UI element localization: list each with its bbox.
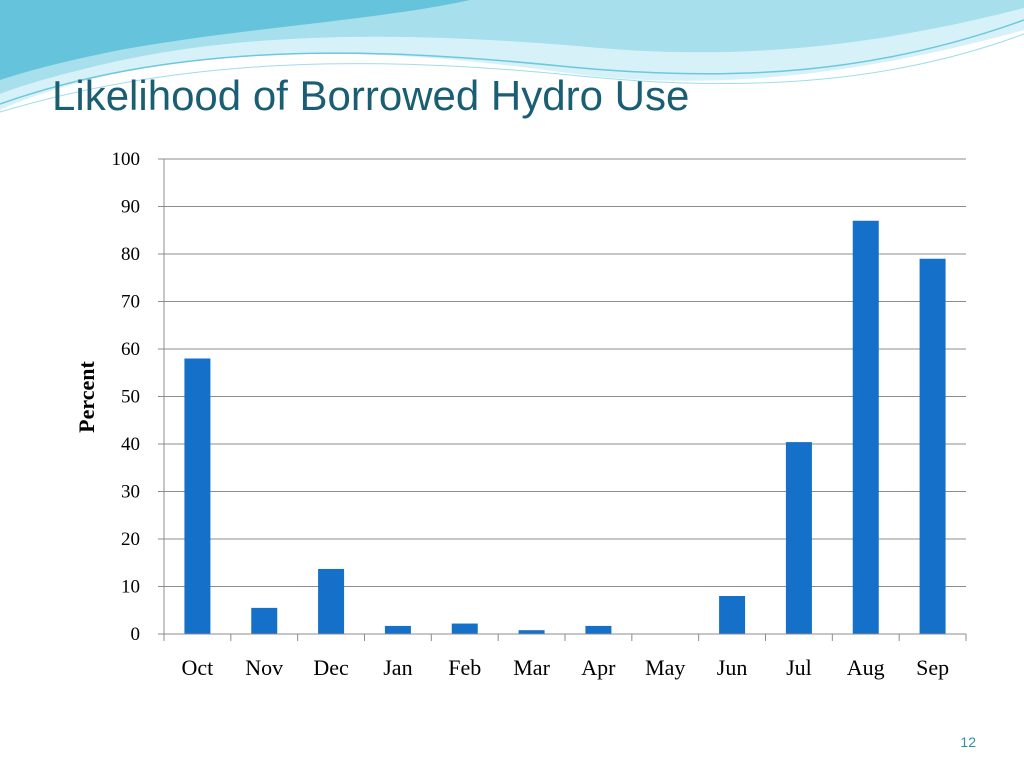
x-tick-label: Jan [383,655,412,680]
decorative-wave-header [0,0,1024,113]
x-tick-label: Sep [916,655,949,680]
bars [184,220,946,634]
y-tick-label: 60 [121,339,140,360]
bar-jul [785,442,812,634]
x-tick-label: Nov [245,655,283,680]
y-axis-label: Percent [74,361,99,433]
bar-mar [518,630,545,634]
x-tick-label: Apr [581,655,616,680]
x-tick-label: Jul [786,655,812,680]
y-tick-label: 70 [121,292,140,313]
y-tick-label: 50 [121,387,140,408]
page-number: 12 [960,734,976,750]
bar-sep [919,258,946,634]
y-tick-labels: 0 10 20 30 40 50 60 70 80 90 100 [112,149,141,645]
bar-jan [384,625,411,634]
x-tick-labels: Oct Nov Dec Jan Feb Mar Apr May Jun Jul Aug Sep [182,655,950,680]
bar-dec [318,568,345,634]
bar-apr [585,625,612,634]
gridlines [164,158,966,587]
y-tick-label: 90 [121,197,140,218]
y-tick-label: 10 [121,577,140,598]
bar-oct [184,358,211,634]
y-tick-label: 30 [121,482,140,503]
x-tick-label: Dec [313,655,349,680]
y-tick-label: 40 [121,434,140,455]
wave-line-1 [0,19,1024,105]
y-tick-label: 80 [121,244,140,265]
slide-title: Likelihood of Borrowed Hydro Use [52,72,690,119]
y-tick-label: 0 [131,624,141,645]
x-tick-label: Jun [717,655,748,680]
bar-aug [852,220,879,634]
bar-jun [719,596,746,634]
y-tick-label: 100 [112,149,141,170]
bar-nov [251,607,278,634]
x-tick-label: Mar [513,655,550,680]
x-tick-label: Aug [847,655,885,680]
bar-feb [451,623,478,634]
x-tick-label: Oct [182,655,214,680]
y-tick-label: 20 [121,529,140,550]
axes [158,158,967,641]
wave-band-dark [0,0,470,80]
wave-line-2 [0,33,1024,113]
x-tick-label: Feb [448,655,481,680]
x-tick-label: May [645,655,685,680]
